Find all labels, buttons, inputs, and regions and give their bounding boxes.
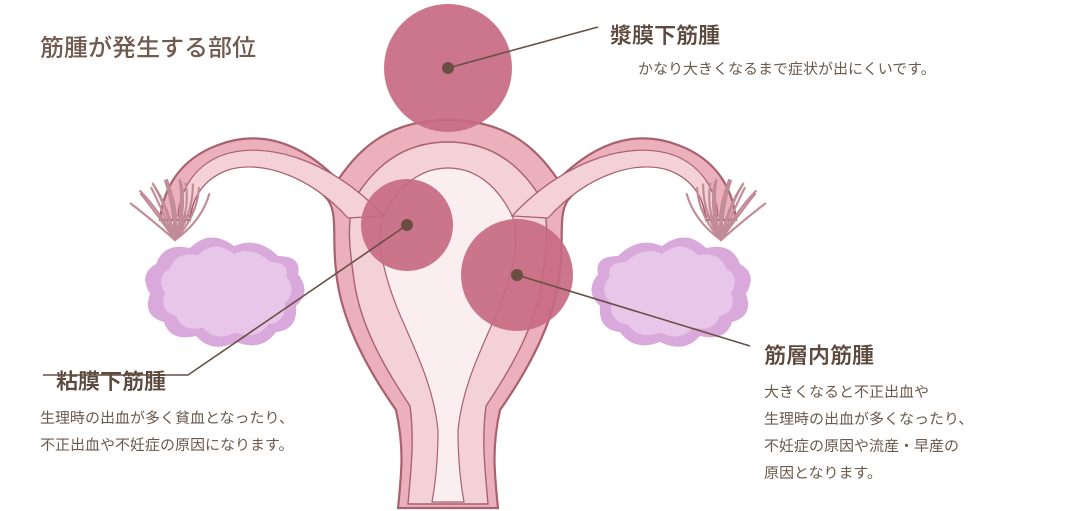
label-submucosal-title: 粘膜下筋腫	[56, 364, 166, 396]
label-subserosal-desc: かなり大きくなるまで症状が出にくいです。	[638, 55, 936, 82]
diagram-stage: 筋腫が発生する部位	[0, 0, 1080, 511]
ovary-left	[145, 237, 304, 346]
label-submucosal-desc: 生理時の出血が多く貧血となったり、不正出血や不妊症の原因になります。	[40, 404, 294, 458]
label-intramural-desc: 大きくなると不正出血や生理時の出血が多くなったり、不妊症の原因や流産・早産の原因…	[764, 378, 973, 486]
label-intramural-title: 筋層内筋腫	[764, 338, 874, 370]
ovary-right	[591, 237, 750, 346]
label-subserosal-title: 漿膜下筋腫	[610, 18, 720, 50]
